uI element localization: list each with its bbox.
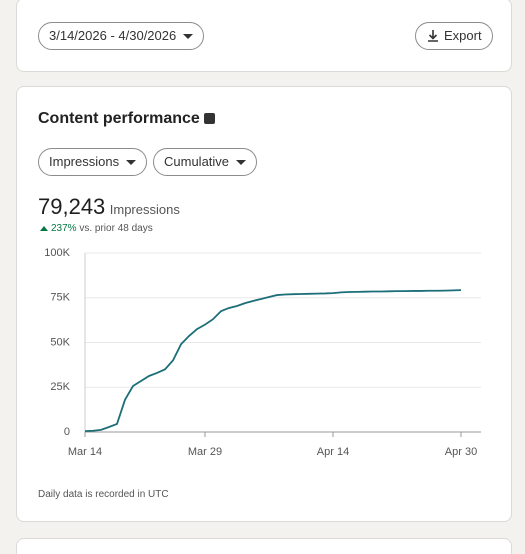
date-range: 3/14/2026 - 4/30/2026 [49,28,177,43]
y-tick-label: 75K [50,292,70,304]
x-tick-label: Apr 30 [445,446,477,458]
x-tick-label: Mar 29 [188,446,222,458]
mode-dropdown[interactable]: Cumulative [153,148,258,176]
next-card [16,538,512,554]
export-label: Export [444,28,482,43]
content-card: Content performance Impressions Cumulati… [16,86,512,522]
x-tick-label: Apr 14 [317,446,349,458]
change: 237% [51,223,77,234]
metric: Impressions [49,154,120,169]
y-tick-label: 25K [50,381,70,393]
change-label: vs. prior 48 days [79,223,153,234]
line [84,289,462,433]
download-icon [428,30,438,42]
info-icon[interactable] [204,113,215,124]
y-tick-label: 100K [44,247,70,259]
metric-dropdown[interactable]: Impressions [38,148,148,176]
total-label: Impressions [109,202,180,217]
x-tick-label: Mar 14 [68,446,102,458]
export-button[interactable]: Export [415,22,493,50]
card-title: Content performance [38,110,200,127]
date-range-dropdown[interactable]: 3/14/2026 - 4/30/2026 [38,22,205,50]
mode: Cumulative [164,154,230,169]
y-tick-label: 0 [64,426,70,438]
y-tick-label: 50K [50,336,70,348]
footnote: Daily data is recorded in UTC [38,489,169,500]
filter-card: 3/14/2026 - 4/30/2026 Export [16,0,512,72]
total: 79,243 [38,194,106,219]
